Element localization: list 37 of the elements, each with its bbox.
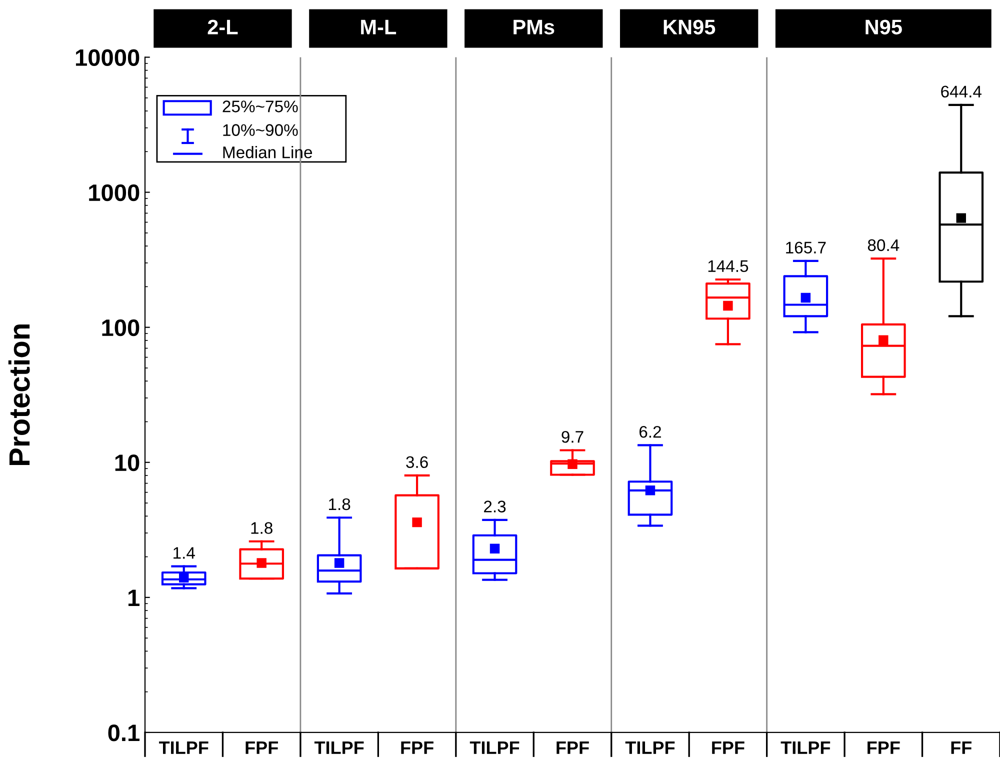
- x-tick-label: FPF: [868, 741, 900, 754]
- text: 2-L: [208, 20, 238, 34]
- text: 165.7: [786, 242, 826, 254]
- text: 1.8: [329, 498, 350, 510]
- annotation: 25%~75%: [222, 100, 298, 112]
- x-tick-label: TILPF: [158, 741, 208, 754]
- text: M-L: [361, 20, 396, 34]
- text: 644.4: [941, 86, 982, 98]
- x-tick-label: TILPF: [314, 741, 364, 754]
- text: 1.4: [174, 547, 195, 559]
- text: 2.3: [484, 500, 506, 512]
- text: 80.4: [868, 239, 900, 252]
- text: 3.6: [406, 456, 428, 468]
- text: 6.2: [639, 426, 661, 438]
- y-tick-label: 10: [115, 454, 140, 472]
- x-tick-label: TILPF: [780, 741, 830, 754]
- x-tick-label: FPF: [401, 741, 434, 754]
- x-tick-label: FPF: [246, 741, 278, 754]
- y-tick-label: 1000: [89, 184, 140, 202]
- y-tick-label: 100: [102, 319, 140, 336]
- text: 1.8: [251, 522, 272, 534]
- y-tick-label: 0.1: [108, 724, 140, 742]
- x-tick-label: TILPF: [625, 741, 675, 754]
- y-tick-label: 1: [128, 590, 140, 606]
- annotation: 10%~90%: [223, 124, 298, 136]
- text: KN95: [664, 20, 716, 34]
- text: PMs: [514, 20, 554, 34]
- x-tick-label: FPF: [712, 741, 744, 754]
- x-tick-label: FF: [951, 741, 972, 754]
- x-tick-label: TILPF: [470, 741, 520, 754]
- text: 9.7: [562, 430, 584, 443]
- x-tick-label: FPF: [556, 741, 589, 754]
- text: N95: [866, 20, 902, 34]
- y-tick-label: 10000: [76, 49, 140, 66]
- annotation: Median Line: [223, 146, 312, 158]
- text: 144.5: [708, 260, 748, 272]
- y-axis-title: Protection: [8, 324, 30, 466]
